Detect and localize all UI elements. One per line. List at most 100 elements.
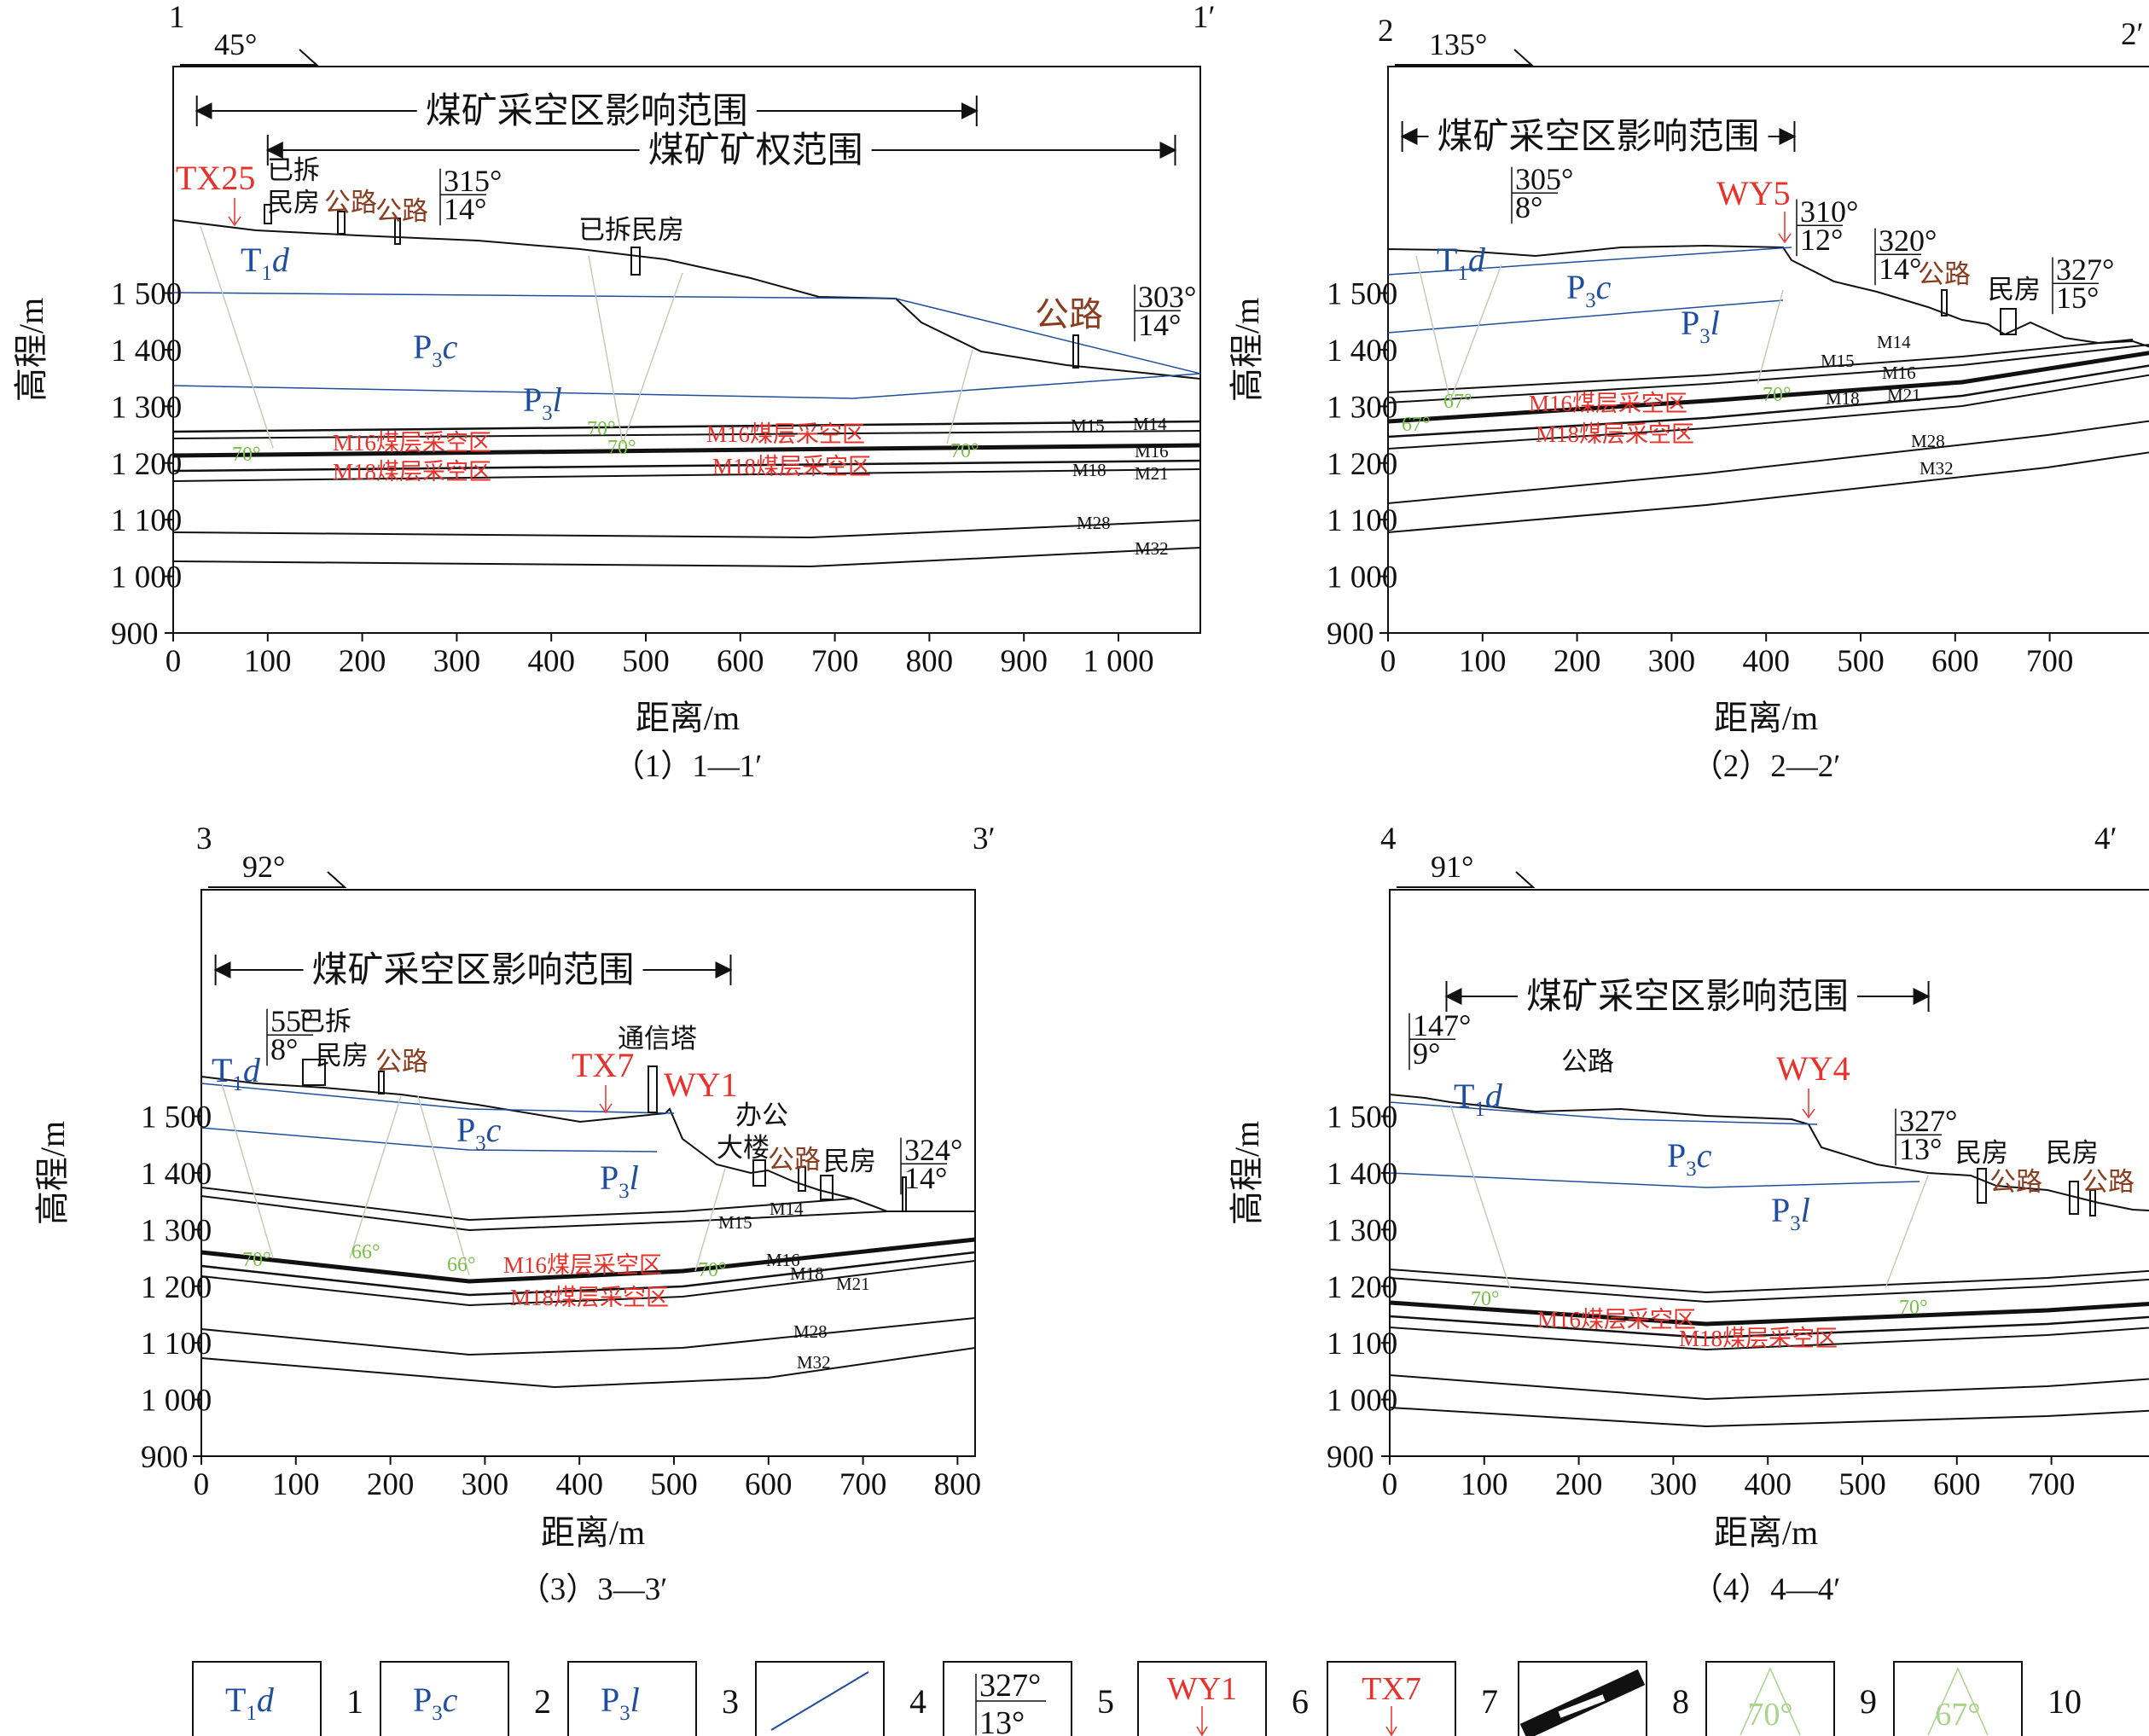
monitor-label-WY5: WY5: [1716, 174, 1791, 212]
stratum-boundary: [1389, 1101, 1818, 1125]
section-start-label: 1: [169, 0, 185, 35]
x-tick-label: 200: [367, 1467, 415, 1502]
legend-box-1: [192, 1661, 322, 1736]
goaf-label: M18煤层采空区: [1536, 421, 1694, 447]
extent-label-bg: [303, 948, 643, 992]
feature-label-road: 公路: [375, 196, 428, 226]
feature-label-road: 公路: [375, 1047, 428, 1077]
legend-box-10: [1893, 1661, 2023, 1736]
x-tick-label: 100: [1459, 644, 1507, 679]
y-tick-label: 1 300: [1327, 1213, 1397, 1248]
attitude-3-dip: 14°: [1879, 252, 1921, 286]
extent-label-bg: [1518, 974, 1858, 1019]
x-axis-label: 距离/m: [636, 699, 740, 737]
bearing-label: 45°: [214, 27, 257, 61]
x-tick-label: 300: [1650, 1467, 1698, 1502]
seam-line-M18: [172, 459, 1201, 473]
y-axis-label: 高程/m: [33, 1121, 72, 1225]
y-tick-label: 1 500: [141, 1100, 212, 1135]
y-tick-label: 900: [1327, 1440, 1374, 1475]
seam-line-M15: [200, 1195, 888, 1232]
x-tick-label: 700: [839, 1467, 887, 1502]
angle-label: 70°: [950, 440, 979, 462]
surface-marks: [1977, 1168, 2096, 1216]
legend-number: 8: [1672, 1682, 1689, 1721]
legend-monitor-label: TX7: [1362, 1671, 1421, 1707]
panel-caption: （4）4—4′: [1692, 1572, 1841, 1607]
seam-label-M14: M14: [1133, 414, 1167, 434]
x-tick-label: 600: [717, 644, 764, 679]
y-tick-label: 1 500: [1327, 277, 1397, 312]
x-tick-label: 1 000: [1083, 644, 1153, 679]
seam-line-M15: [1387, 344, 2149, 404]
seam-line-M32: [1389, 1407, 2149, 1428]
seam-line-M32: [200, 1347, 976, 1389]
seam-line-M14: [1387, 339, 2134, 393]
angle-label: 67°: [1402, 414, 1431, 436]
attitude-2-dipdir: 327°: [1899, 1104, 1957, 1138]
y-axis-label: 高程/m: [1228, 1121, 1266, 1225]
y-tick-label: 1 400: [1327, 334, 1397, 369]
extent-label-bg: [639, 128, 872, 172]
legend-monitor-label: WY1: [1167, 1671, 1237, 1707]
attitude-1-dip: 8°: [270, 1032, 298, 1066]
legend-number: 2: [534, 1682, 551, 1721]
x-tick-label: 400: [1744, 1467, 1792, 1502]
extent-label: 煤矿采空区影响范围: [1438, 117, 1760, 157]
goaf-label: M18煤层采空区: [333, 459, 491, 485]
feature-label-road: 公路: [1989, 1167, 2042, 1197]
feature-label: 公路: [1561, 1047, 1614, 1077]
seam-label-M18: M18: [1826, 388, 1860, 409]
y-tick-label: 1 100: [1327, 503, 1397, 538]
extent-label: 煤矿采空区影响范围: [1526, 977, 1849, 1017]
surface-marks: [264, 204, 1079, 369]
feature-label-road: 公路: [1918, 259, 1971, 289]
goaf-label: M16煤层采空区: [1529, 391, 1687, 416]
y-axis-label: 高程/m: [1228, 298, 1266, 402]
goaf-label: M16煤层采空区: [706, 421, 865, 447]
y-tick-label: 900: [141, 1440, 189, 1475]
x-tick-label: 0: [194, 1467, 210, 1502]
seam-line-M16: [1387, 351, 2149, 424]
x-tick-label: 100: [244, 644, 292, 679]
stratum-boundary: [1389, 1172, 1920, 1188]
monitor-arrow: [228, 198, 241, 227]
y-tick-label: 1 500: [111, 277, 182, 312]
goaf-label: M16煤层采空区: [1537, 1307, 1696, 1332]
y-tick-label: 1 200: [1327, 447, 1397, 482]
legend-attitude-mark: [975, 1674, 1046, 1735]
seam-line-M15: [172, 430, 1201, 439]
angle-label: 70°: [242, 1249, 271, 1271]
legend-box-2: [380, 1661, 509, 1736]
feature-label: 已拆: [299, 1007, 351, 1036]
y-tick-label: 900: [111, 617, 159, 652]
surface-marks: [1941, 289, 2017, 335]
seam-label-M32: M32: [1135, 538, 1169, 559]
y-tick-label: 1 000: [1327, 1384, 1397, 1419]
attitude-mark: [266, 1008, 313, 1066]
section-start-label: 3: [196, 822, 212, 856]
seam-label-M16: M16: [1135, 441, 1169, 462]
attitude-2-dip: 14°: [904, 1161, 947, 1195]
bearing-arrow: [180, 49, 319, 66]
legend-stratum-label: T1d: [225, 1681, 275, 1725]
x-tick-label: 400: [555, 1467, 603, 1502]
seam-label-M28: M28: [1077, 513, 1111, 533]
angle-label: 66°: [447, 1254, 476, 1276]
seam-line-M18: [200, 1251, 976, 1297]
bearing-label: 92°: [242, 850, 285, 884]
legend-boundary-line: [770, 1671, 869, 1731]
attitude-1-dip: 9°: [1413, 1036, 1440, 1071]
section-end-label: 4′: [2094, 822, 2117, 856]
goaf-label: M18煤层采空区: [712, 454, 871, 479]
attitude-1-dipdir: 147°: [1413, 1008, 1471, 1042]
angle-label: 70°: [607, 437, 636, 459]
x-tick-label: 0: [1382, 1467, 1398, 1502]
seam-line-M16: [172, 443, 1201, 458]
seam-line-M28: [1387, 420, 2149, 504]
attitude-2-dip: 12°: [1800, 223, 1843, 257]
attitude-mark: [900, 1137, 947, 1195]
goaf-label: M16煤层采空区: [333, 430, 491, 456]
attitude-mark: [1134, 284, 1181, 342]
legend-dip: 13°: [979, 1705, 1025, 1736]
